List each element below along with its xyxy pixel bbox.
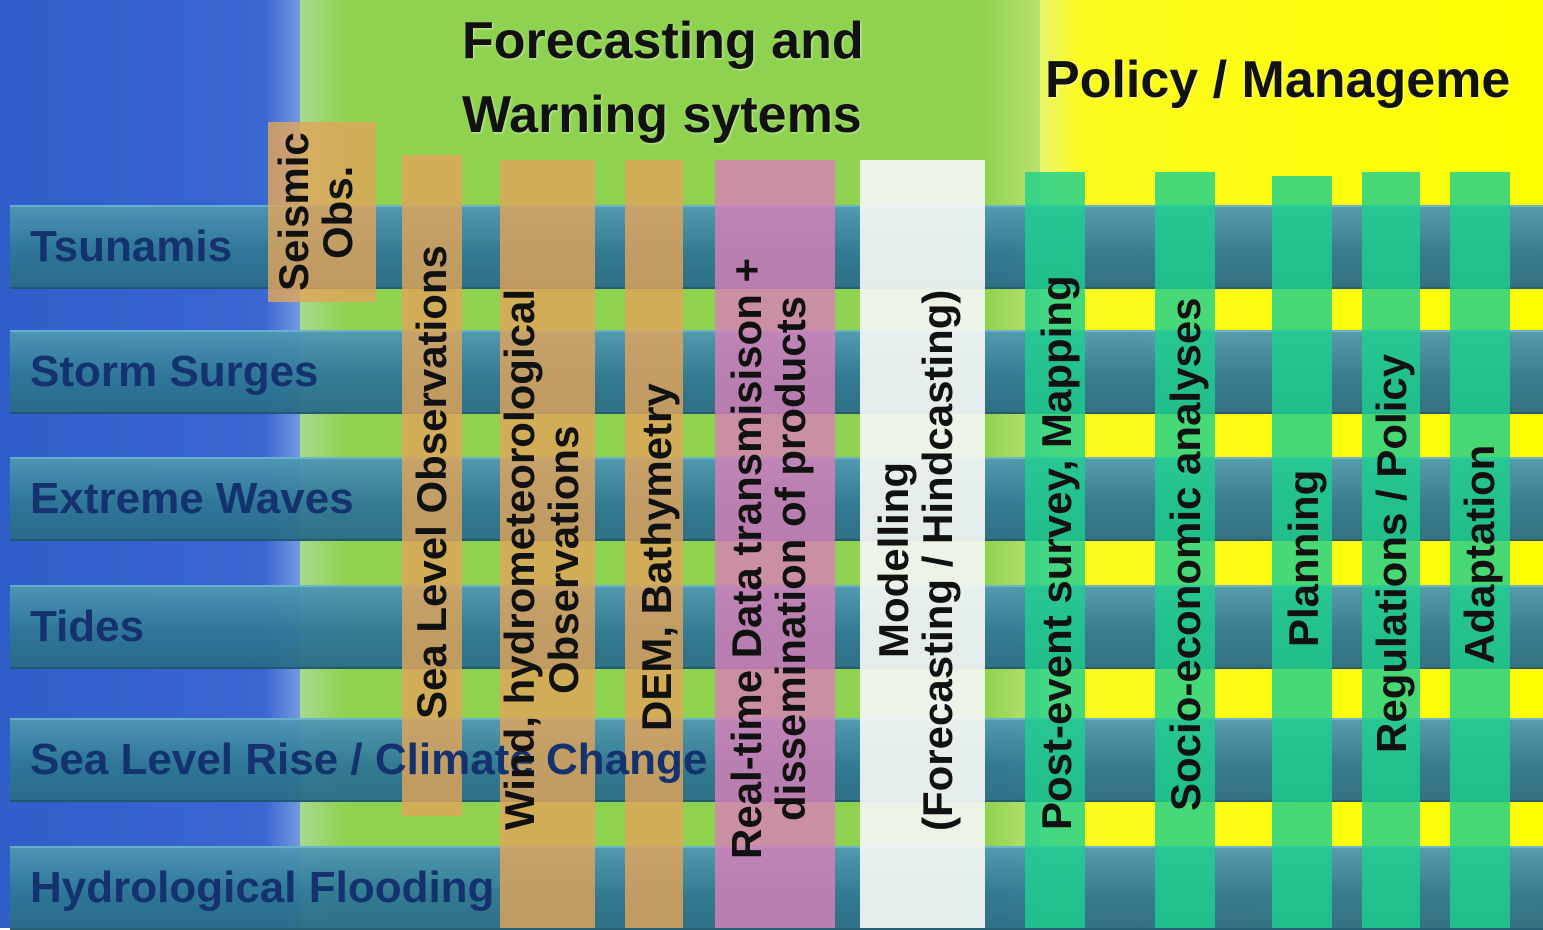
- column-adaptation: [1450, 172, 1510, 928]
- label-post-event-survey: Post-event survey, Mapping: [1033, 275, 1080, 830]
- label-seismic-line-1: Seismic: [270, 132, 317, 292]
- column-post-event-survey: [1025, 172, 1085, 928]
- hazard-label-hydrological-flooding: Hydrological Flooding: [30, 863, 495, 912]
- label-dem-bathymetry: DEM, Bathymetry: [633, 383, 680, 731]
- label-realtime-transmission: Real-time Data transmisison + disseminat…: [723, 228, 814, 888]
- forecasting-title-line-2: Warning sytems: [462, 86, 862, 144]
- label-planning: Planning: [1280, 469, 1327, 647]
- label-socio-economic: Socio-economic analyses: [1162, 297, 1209, 811]
- column-planning: [1272, 176, 1332, 928]
- column-sea-level-observations: [402, 155, 462, 816]
- label-wind-line-2: Observations: [540, 425, 587, 695]
- column-realtime-transmission: [715, 160, 835, 928]
- forecasting-title-line-1: Forecasting and: [462, 12, 864, 70]
- column-wind-observations: [500, 160, 595, 928]
- label-regulations-policy: Regulations / Policy: [1368, 353, 1415, 754]
- label-realtime-line-1: Real-time Data transmisison +: [723, 257, 770, 859]
- label-seismic-line-2: Obs.: [314, 165, 361, 259]
- column-dem-bathymetry: [625, 160, 683, 928]
- hazard-label-extreme-waves: Extreme Waves: [30, 474, 354, 523]
- column-seismic-obs: [268, 122, 376, 302]
- label-adaptation: Adaptation: [1456, 444, 1503, 664]
- label-sea-level-observations: Sea Level Observations: [408, 245, 455, 720]
- label-wind-line-1: Wind, hydrometeorological: [496, 289, 543, 831]
- hazard-label-storm-surges: Storm Surges: [30, 347, 319, 396]
- label-modelling: Modelling (Forecasting / Hindcasting): [870, 265, 961, 855]
- forecasting-warning-title: Forecasting and Warning sytems: [462, 4, 864, 152]
- label-wind-observations: Wind, hydrometeorological Observations: [496, 260, 587, 860]
- policy-management-title: Policy / Manageme: [1045, 51, 1511, 109]
- column-socio-economic: [1155, 172, 1215, 928]
- label-seismic-obs: Seismic Obs.: [270, 128, 361, 296]
- hazard-label-tsunamis: Tsunamis: [30, 222, 233, 271]
- column-regulations-policy: [1362, 172, 1420, 928]
- column-modelling: [860, 160, 985, 928]
- hazard-label-sea-level-rise: Sea Level Rise / Climate Change: [30, 735, 708, 784]
- label-realtime-line-2: dissemination of products: [767, 295, 814, 821]
- label-modelling-line-2: (Forecasting / Hindcasting): [914, 289, 961, 831]
- hazard-label-tides: Tides: [30, 602, 145, 651]
- label-modelling-line-1: Modelling: [870, 462, 917, 658]
